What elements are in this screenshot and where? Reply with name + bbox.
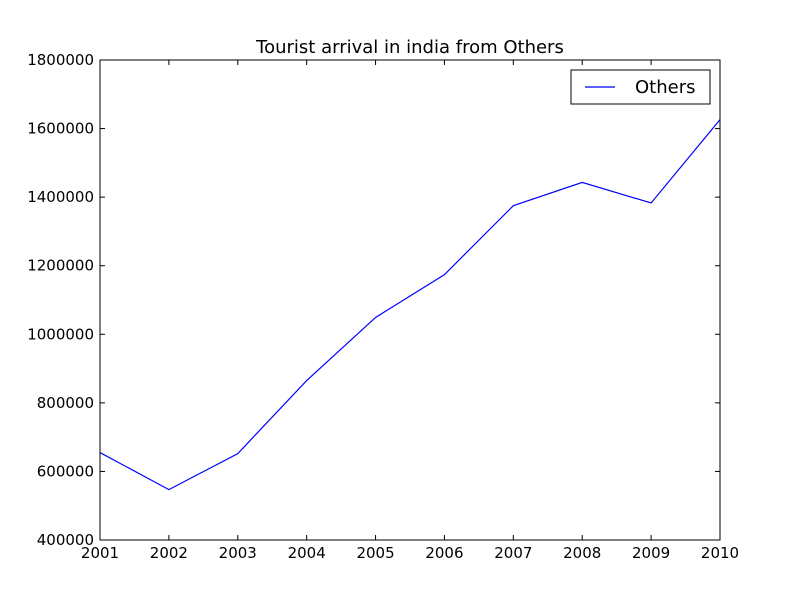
x-tick-label: 2008 [563,544,601,562]
y-tick-label: 600000 [37,462,94,480]
plot-frame [99,59,721,541]
x-tick-label: 2004 [288,544,326,562]
y-tick-label: 400000 [37,531,94,549]
x-tick-label: 2002 [150,544,188,562]
y-tick-label: 800000 [37,394,94,412]
chart-legend: Others [570,69,711,105]
series-line-others [99,119,721,491]
y-tick-label: 1200000 [27,257,94,275]
x-tick-label: 2006 [425,544,463,562]
x-tick-label: 2009 [632,544,670,562]
legend-label-others: Others [635,77,696,98]
y-tick-label: 1000000 [27,325,94,343]
plot-area: 2001 2002 2003 2004 2005 2006 2007 2008 2009 2010… [27,51,739,562]
x-tick-label: 2010 [701,544,739,562]
x-tick-label: 2001 [81,544,119,562]
x-tick-label: 2005 [356,544,394,562]
x-tick-label: 2007 [494,544,532,562]
y-tick-label: 1400000 [27,188,94,206]
x-tick-label: 2003 [219,544,257,562]
y-tick-label: 1800000 [27,51,94,69]
y-tick-label: 1600000 [27,120,94,138]
chart-title: Tourist arrival in india from Others [255,37,564,58]
